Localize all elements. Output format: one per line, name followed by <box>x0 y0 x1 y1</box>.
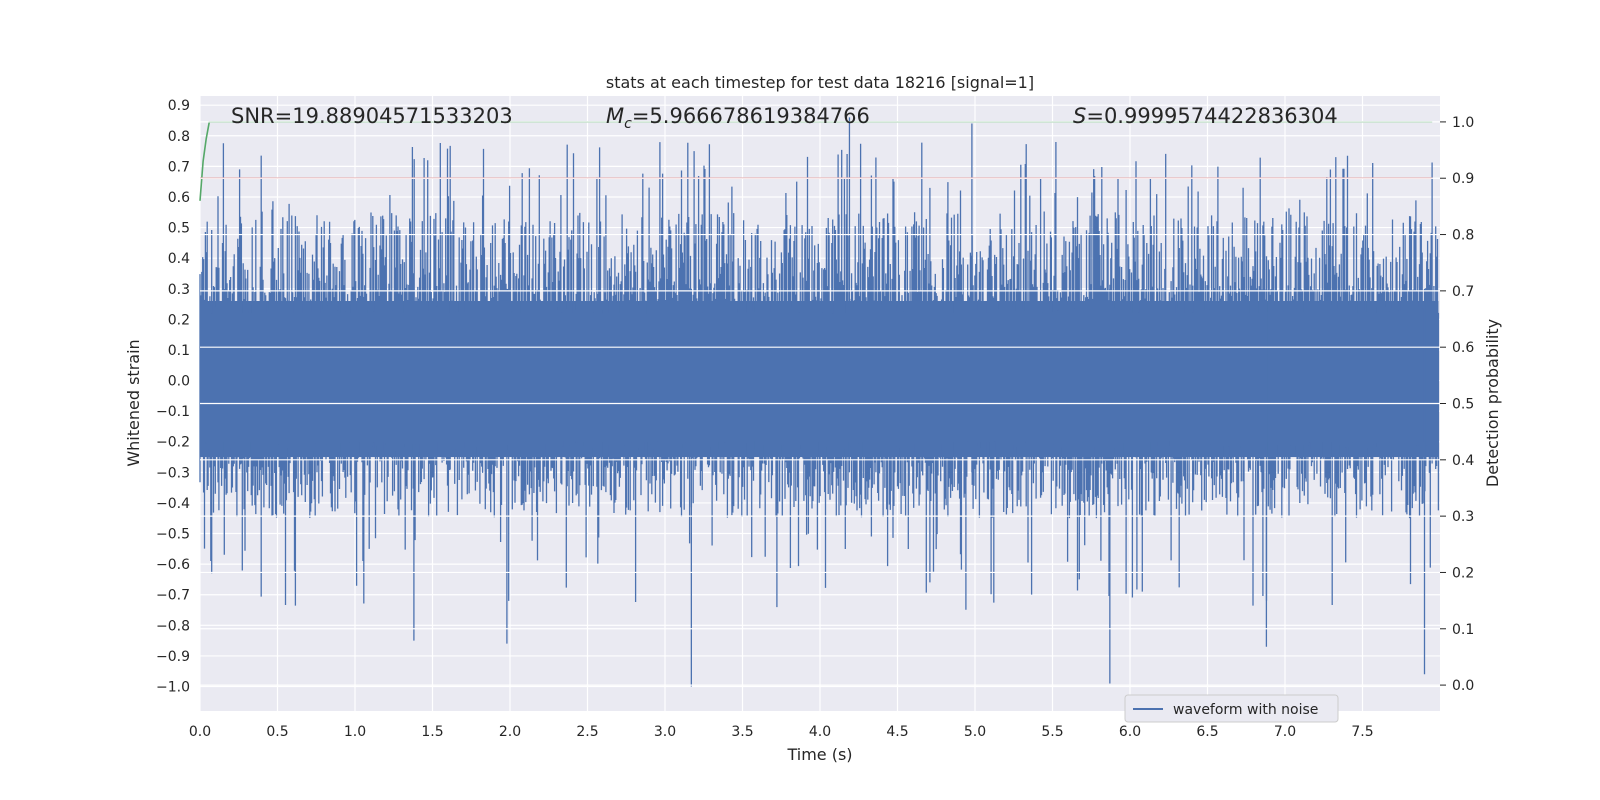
y-right-tick-label: 0.5 <box>1452 397 1474 413</box>
y-right-tick-label: 0.9 <box>1452 171 1474 187</box>
chirp-mass-subscript: c <box>624 116 632 132</box>
y-right-tick-labels: 1.0 0.9 0.8 0.7 0.6 0.5 0.4 0.3 0.2 0.1 0.0 <box>1440 115 1474 694</box>
y-left-tick-label: −0.2 <box>156 435 190 451</box>
x-tick-label: 4.5 <box>886 724 908 740</box>
chirp-mass-value: =5.966678619384766 <box>632 104 870 128</box>
x-tick-label: 5.5 <box>1041 724 1063 740</box>
x-tick-label: 5.0 <box>964 724 986 740</box>
y-right-tick-label: 0.3 <box>1452 509 1474 525</box>
y-left-tick-label: 0.8 <box>168 129 190 145</box>
score-value: =0.9999574422836304 <box>1086 104 1337 128</box>
y-right-tick-label: 0.4 <box>1452 453 1474 469</box>
legend-label: waveform with noise <box>1173 702 1318 718</box>
y-right-tick-label: 0.1 <box>1452 622 1474 638</box>
right-axis-gridlines <box>200 121 1440 686</box>
chirp-mass-symbol: M <box>606 104 624 128</box>
y-right-tick-label: 0.6 <box>1452 340 1474 356</box>
x-tick-label: 1.0 <box>344 724 366 740</box>
y-left-tick-label: 0.7 <box>168 159 190 175</box>
y-left-tick-label: −0.8 <box>156 618 190 634</box>
y-left-tick-labels: 0.9 0.8 0.7 0.6 0.5 0.4 0.3 0.2 0.1 0.0 −0.1 −0.2 −0… <box>156 98 190 695</box>
y-left-tick-label: −0.3 <box>156 465 190 481</box>
y-right-tick-label: 0.8 <box>1452 228 1474 244</box>
x-tick-label: 1.5 <box>421 724 443 740</box>
y-left-tick-label: −0.5 <box>156 527 190 543</box>
waveform-series <box>199 117 1440 687</box>
legend-box <box>1124 694 1339 723</box>
x-tick-label: 2.5 <box>576 724 598 740</box>
y-left-tick-label: 0.3 <box>168 282 190 298</box>
x-tick-label: 0.5 <box>266 724 288 740</box>
y-left-tick-label: 0.5 <box>168 221 190 237</box>
x-tick-labels: 0.0 0.5 1.0 1.5 2.0 2.5 3.0 3.5 4.0 4.5 5.0 5.5 6.0 6… <box>189 724 1374 740</box>
chirp-mass-annotation: Mc=5.966678619384766 <box>606 104 870 132</box>
y-right-tick-label: 0.7 <box>1452 284 1474 300</box>
snr-annotation: SNR=19.88904571533203 <box>231 104 513 128</box>
y-right-tick-label: 0.2 <box>1452 565 1474 581</box>
x-tick-label: 3.0 <box>654 724 676 740</box>
x-tick-label: 4.0 <box>809 724 831 740</box>
y-left-tick-label: 0.6 <box>168 190 190 206</box>
x-tick-label: 2.0 <box>499 724 521 740</box>
y-left-tick-label: −0.4 <box>156 496 190 512</box>
x-axis-label: Time (s) <box>786 745 852 764</box>
y-axis-right-label: Detection probability <box>1483 319 1502 487</box>
y-left-tick-label: 0.1 <box>168 343 190 359</box>
y-left-tick-label: −0.9 <box>156 649 190 665</box>
y-left-tick-label: −0.7 <box>156 588 190 604</box>
x-tick-label: 6.0 <box>1119 724 1141 740</box>
legend: waveform with noise <box>1124 694 1339 723</box>
y-axis-left-label: Whitened strain <box>124 339 143 466</box>
y-left-tick-label: 0.0 <box>168 374 190 390</box>
x-tick-label: 0.0 <box>189 724 211 740</box>
x-tick-label: 7.5 <box>1351 724 1373 740</box>
y-left-tick-label: 0.9 <box>168 98 190 114</box>
x-tick-label: 3.5 <box>731 724 753 740</box>
y-right-tick-label: 0.0 <box>1452 678 1474 694</box>
score-annotation: S=0.9999574422836304 <box>1073 104 1338 128</box>
y-right-tick-label: 1.0 <box>1452 115 1474 131</box>
y-left-tick-label: 0.2 <box>168 312 190 328</box>
x-tick-label: 7.0 <box>1274 724 1296 740</box>
y-left-tick-label: 0.4 <box>168 251 190 267</box>
x-tick-label: 6.5 <box>1196 724 1218 740</box>
y-left-tick-label: −1.0 <box>156 680 190 696</box>
score-symbol: S <box>1073 104 1086 128</box>
y-left-tick-label: −0.1 <box>156 404 190 420</box>
y-left-tick-label: −0.6 <box>156 557 190 573</box>
chart-title: stats at each timestep for test data 182… <box>606 73 1034 92</box>
